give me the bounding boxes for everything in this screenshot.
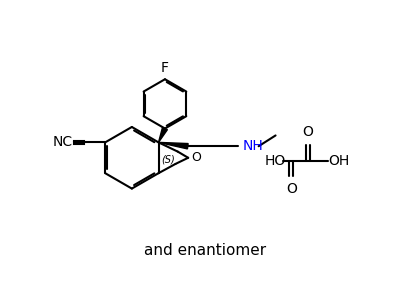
Text: HO: HO <box>265 154 286 168</box>
Text: NC: NC <box>53 135 73 149</box>
Text: O: O <box>303 125 314 139</box>
Text: NH: NH <box>242 139 263 153</box>
Text: and enantiomer: and enantiomer <box>144 243 266 258</box>
Polygon shape <box>158 127 168 142</box>
Text: OH: OH <box>328 154 350 168</box>
Text: O: O <box>191 151 201 164</box>
Text: O: O <box>286 182 297 197</box>
Polygon shape <box>158 142 188 149</box>
Text: F: F <box>161 61 169 75</box>
Text: (S): (S) <box>161 154 175 164</box>
